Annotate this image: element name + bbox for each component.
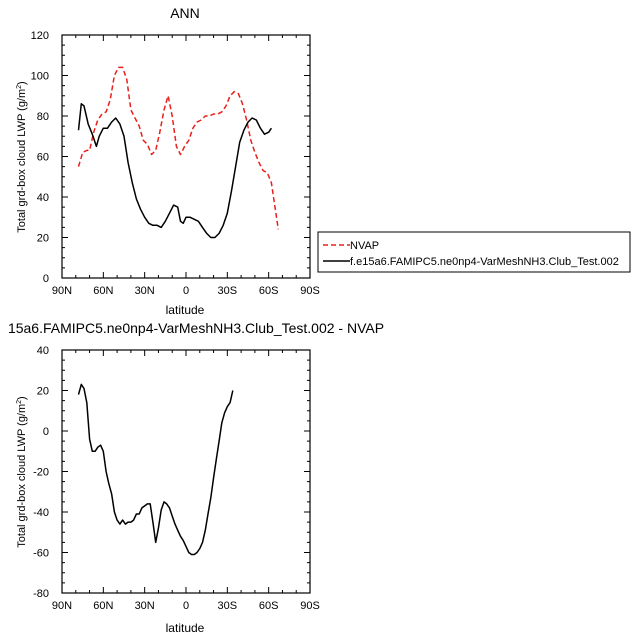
- legend: NVAP f.e15a6.FAMIPC5.ne0np4-VarMeshNH3.C…: [317, 231, 631, 273]
- top-x-tick-label: 90S: [300, 285, 320, 297]
- top-y-axis-label-text: Total grd-box cloud LWP: [16, 114, 28, 233]
- top-x-tick-label: 30S: [218, 285, 238, 297]
- top-x-tick-label: 60N: [93, 285, 113, 297]
- top-y-tick-label: 60: [37, 152, 49, 164]
- bottom-y-axis-label: Total grd-box cloud LWP (g/m2): [16, 396, 28, 547]
- top-y-axis-unit-end: ): [16, 81, 28, 85]
- bottom-y-tick-label: -80: [33, 588, 49, 600]
- bottom-y-tick-label: 0: [43, 426, 49, 438]
- bottom-x-tick-label: 60S: [259, 600, 279, 612]
- bottom-x-axis-label: latitude: [166, 621, 205, 635]
- top-y-axis-label: Total grd-box cloud LWP (g/m2): [16, 81, 28, 232]
- top-x-tick-label: 30N: [135, 285, 155, 297]
- bottom-x-tick-label: 30S: [218, 600, 238, 612]
- bottom-y-tick-label: -60: [33, 548, 49, 560]
- bottom-y-tick-label: -40: [33, 507, 49, 519]
- bottom-y-tick-label: -20: [33, 467, 49, 479]
- bottom-y-tick-label: 40: [37, 345, 49, 357]
- top-y-axis-unit-sup: 2: [16, 85, 23, 89]
- top-series-line-0: [77, 66, 280, 230]
- top-chart-panel: ANN 90N 60N 30N 0 30S 60S 90S 0 20 40 60 80 100 120 l…: [16, 5, 320, 317]
- bottom-plot-frame: [61, 349, 311, 594]
- bottom-chart-title: 15a6.FAMIPC5.ne0np4-VarMeshNH3.Club_Test…: [8, 320, 384, 336]
- bottom-series-line-0: [77, 383, 234, 556]
- top-plot-frame: [61, 34, 311, 279]
- top-x-axis-label: latitude: [166, 303, 205, 317]
- bottom-plot-area: 90N 60N 30N 0 30S 60S 90S -80 -60 -40 -20 0 20 40: [33, 345, 320, 612]
- bottom-x-tick-label: 30N: [135, 600, 155, 612]
- bottom-y-axis-label-text: Total grd-box cloud LWP: [16, 429, 28, 548]
- bottom-y-axis-unit: (g/m: [16, 404, 28, 426]
- legend-label-nvap: NVAP: [350, 240, 379, 252]
- top-y-tick-label: 40: [37, 192, 49, 204]
- top-chart-title: ANN: [170, 5, 200, 21]
- top-plot-area: 90N 60N 30N 0 30S 60S 90S 0 20 40 60 80 100 120: [31, 30, 320, 297]
- top-series-line-1: [77, 103, 273, 239]
- top-y-tick-label: 0: [43, 273, 49, 285]
- bottom-y-axis-unit-end: ): [16, 396, 28, 400]
- top-x-tick-label: 90N: [52, 285, 72, 297]
- top-x-tick-label: 60S: [259, 285, 279, 297]
- bottom-x-tick-label: 60N: [93, 600, 113, 612]
- legend-label-model: f.e15a6.FAMIPC5.ne0np4-VarMeshNH3.Club_T…: [350, 256, 619, 268]
- top-x-tick-label: 0: [183, 285, 189, 297]
- top-y-tick-label: 100: [31, 71, 49, 83]
- top-y-tick-label: 20: [37, 233, 49, 245]
- bottom-y-tick-label: 20: [37, 386, 49, 398]
- top-y-tick-label: 80: [37, 111, 49, 123]
- bottom-x-tick-label: 90N: [52, 600, 72, 612]
- bottom-x-tick-label: 0: [183, 600, 189, 612]
- bottom-x-tick-label: 90S: [300, 600, 320, 612]
- bottom-chart-panel: 15a6.FAMIPC5.ne0np4-VarMeshNH3.Club_Test…: [8, 320, 384, 635]
- legend-box: [317, 231, 631, 273]
- bottom-y-axis-unit-sup: 2: [16, 400, 23, 404]
- top-y-axis-unit: (g/m: [16, 89, 28, 111]
- top-y-tick-label: 120: [31, 30, 49, 42]
